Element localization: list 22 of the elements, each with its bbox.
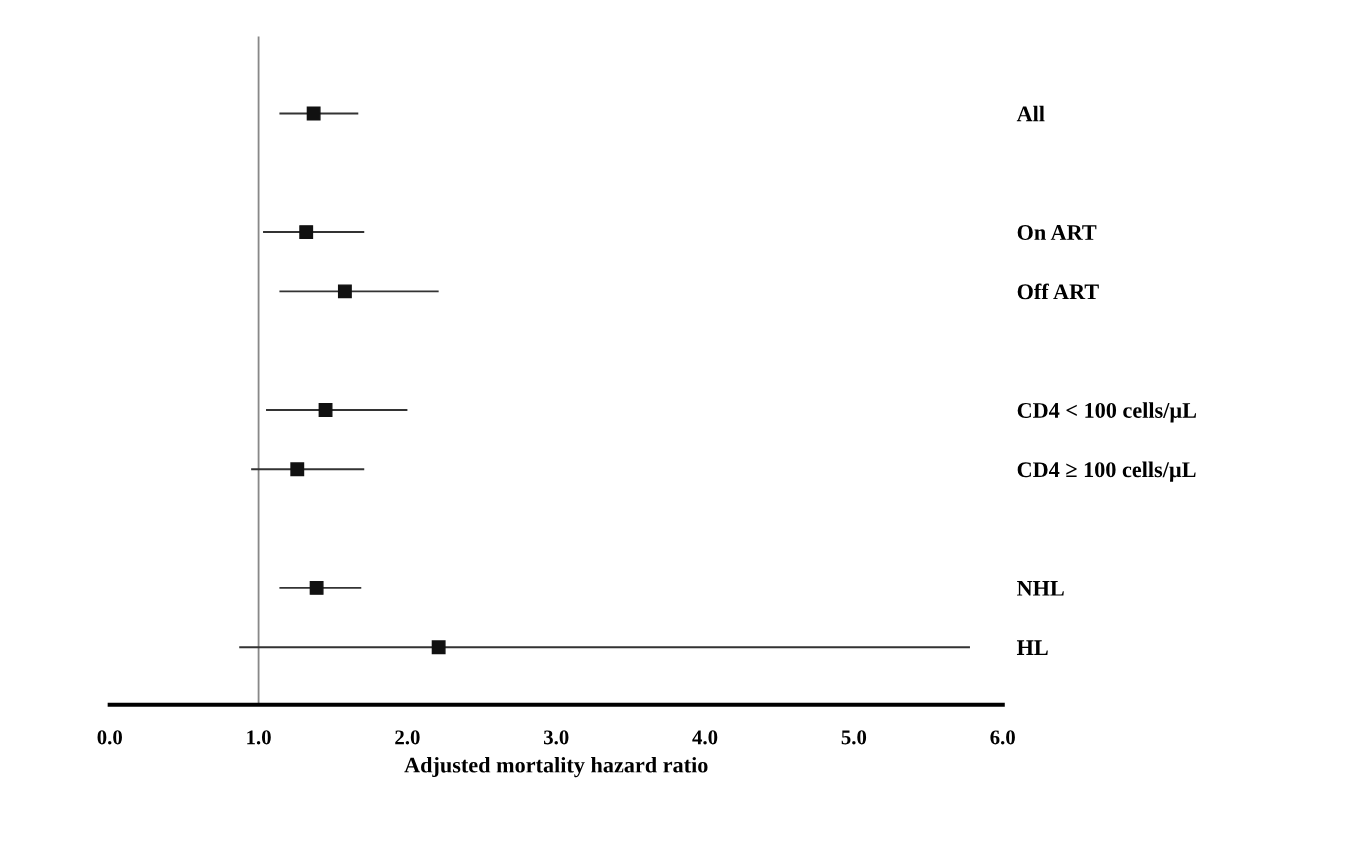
x-tick-label: 0.0 [97, 730, 122, 745]
point [318, 403, 333, 417]
y-tick-label: HL [1016, 640, 1048, 655]
y-tick-label: Off ART [1017, 283, 1099, 300]
point [290, 462, 305, 477]
x-tick-label: 1.0 [247, 730, 271, 745]
x-tick-label: 5.0 [841, 730, 867, 745]
point [309, 580, 324, 595]
y-tick-label: All [1016, 105, 1045, 122]
x-tick-label: 6.0 [990, 730, 1015, 745]
y-tick-label: NHL [1017, 581, 1064, 596]
x-tick-label: 4.0 [692, 730, 718, 745]
point [306, 106, 321, 121]
y-tick-label: CD4 < 100 cells/µL [1017, 402, 1197, 423]
y-tick-label: On ART [1017, 225, 1097, 241]
x-tick-label: 3.0 [543, 730, 569, 745]
y-tick-label: CD4 ≥ 100 cells/µL [1017, 461, 1196, 482]
x-axis-title: Adjusted mortality hazard ratio [404, 756, 708, 778]
point [299, 225, 314, 240]
point [337, 284, 352, 299]
point [431, 640, 446, 655]
x-tick-label: 2.0 [395, 730, 420, 745]
